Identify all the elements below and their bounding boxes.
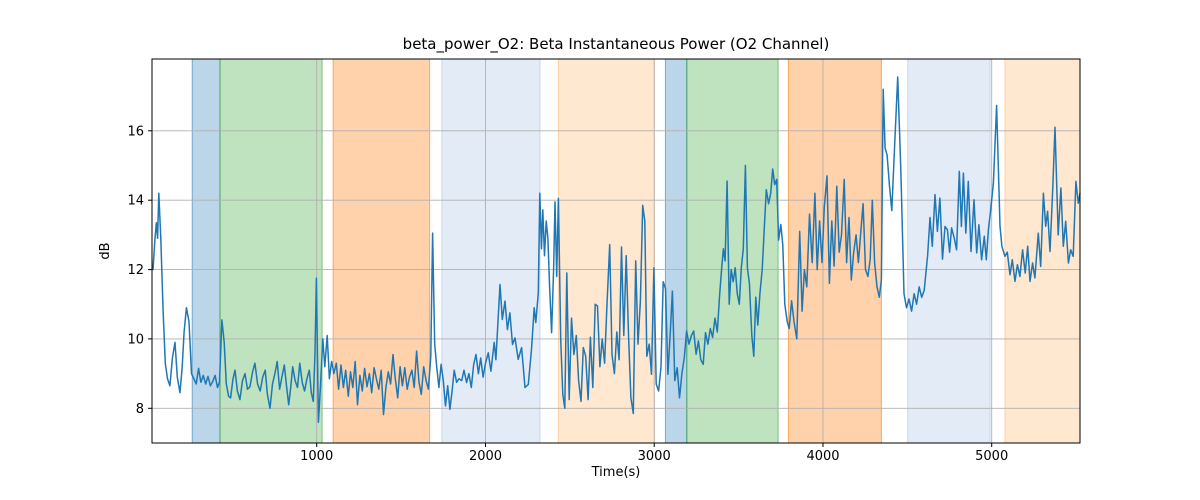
stage-band-light-orange — [1004, 58, 1081, 444]
y-tick-label: 8 — [136, 402, 144, 417]
y-tick-label: 10 — [127, 332, 144, 347]
x-tick-label: 2000 — [469, 449, 502, 464]
series-line-beta_power_O2 — [152, 76, 1081, 423]
y-axis-label: dB — [98, 242, 113, 260]
stage-band-blue — [664, 58, 688, 444]
stage-band-blue — [191, 58, 221, 444]
x-tick-label: 5000 — [975, 449, 1008, 464]
x-tick-label: 3000 — [638, 449, 671, 464]
chart-title: beta_power_O2: Beta Instantaneous Power … — [402, 35, 830, 53]
x-axis-label: Time(s) — [591, 465, 641, 480]
x-tick-label: 1000 — [300, 449, 333, 464]
y-tick-label: 12 — [127, 263, 144, 278]
y-tick-label: 14 — [127, 194, 144, 209]
stage-band-green — [219, 58, 323, 444]
stage-band-green — [686, 58, 779, 444]
x-tick-label: 4000 — [806, 449, 839, 464]
y-tick-label: 16 — [127, 124, 144, 139]
axes-spines — [151, 58, 1081, 444]
stage-band-light-orange — [557, 58, 655, 444]
